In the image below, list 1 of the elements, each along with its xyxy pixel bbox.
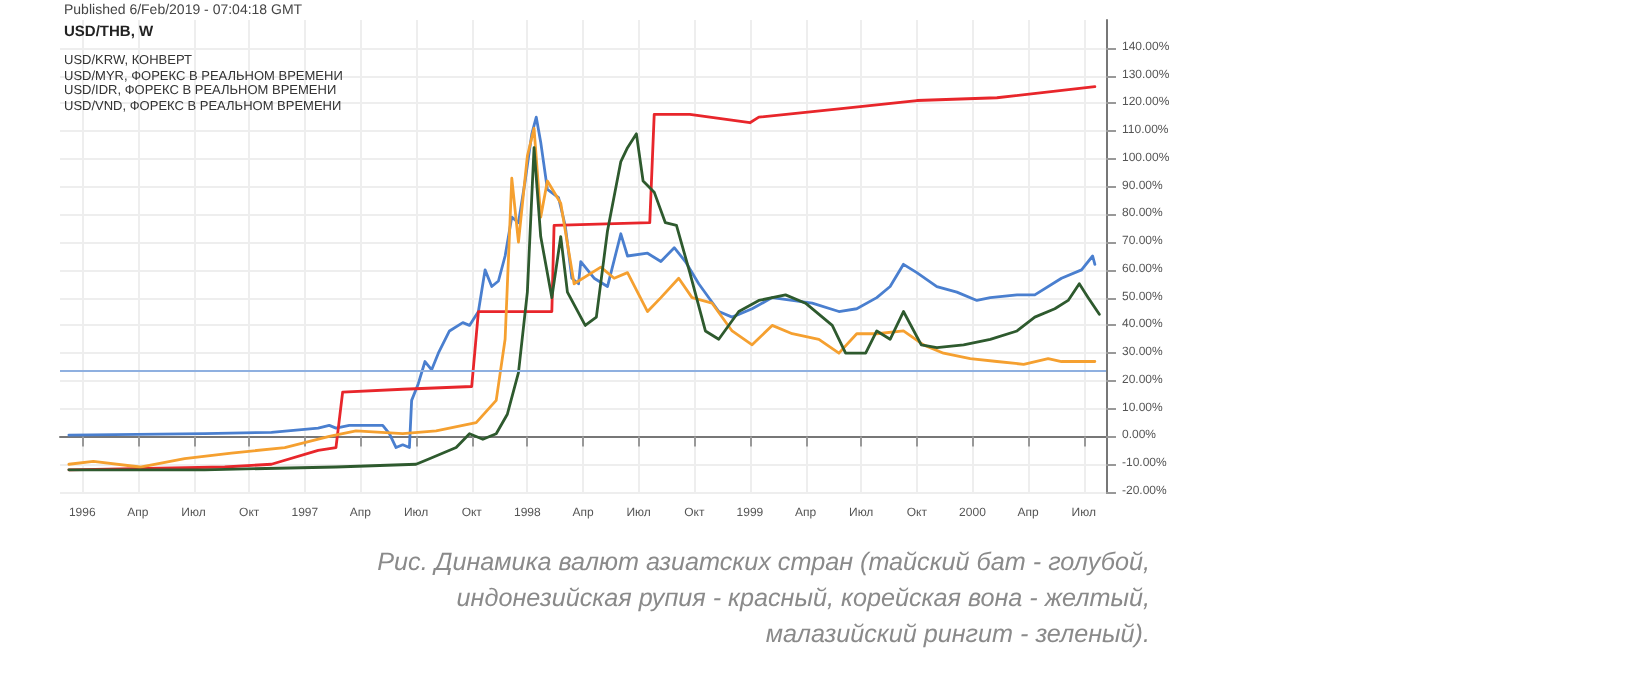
text: Рис. Динамика валют азиатских стран (тайский бат - голубой, индонезийская рупия - красный, корейская вона - желтый, малазийский рингит - зеленый). [375,546,1150,652]
